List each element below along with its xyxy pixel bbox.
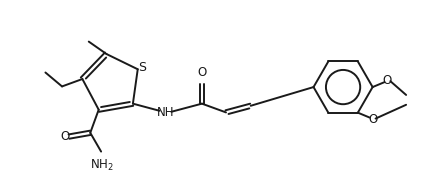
Text: O: O: [197, 66, 207, 79]
Text: O: O: [60, 130, 69, 143]
Text: NH$_2$: NH$_2$: [90, 158, 114, 173]
Text: O: O: [383, 74, 392, 87]
Text: S: S: [138, 61, 146, 74]
Text: NH: NH: [157, 106, 174, 119]
Text: O: O: [368, 113, 377, 126]
